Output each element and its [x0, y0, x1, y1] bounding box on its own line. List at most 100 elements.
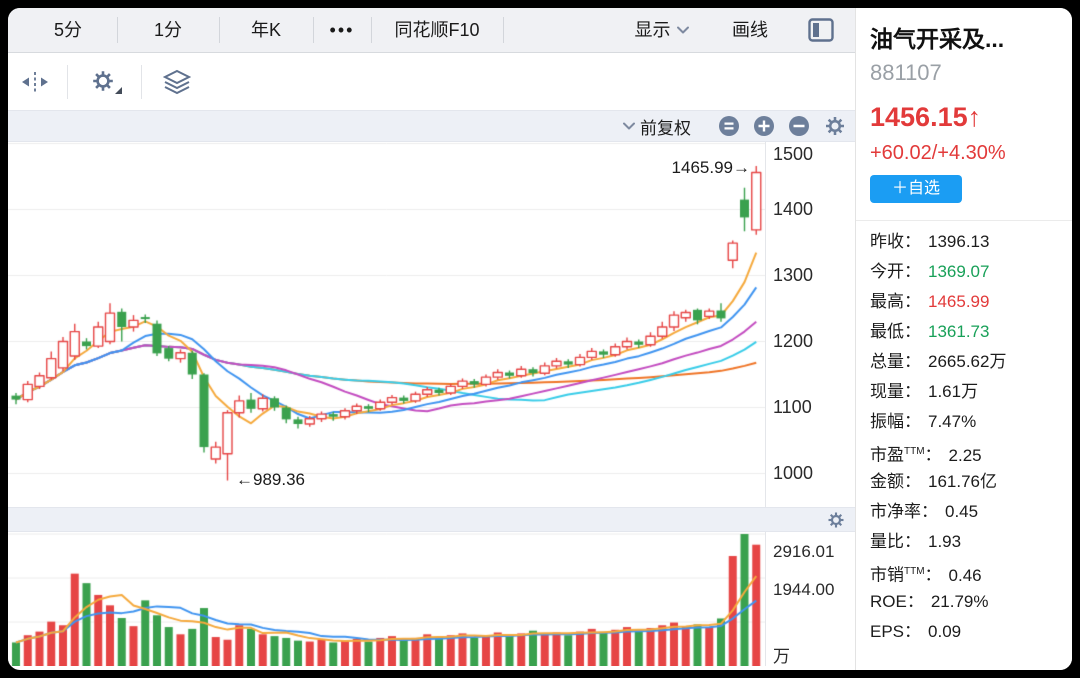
- volume-settings-button[interactable]: [826, 510, 846, 530]
- stat-row: 最低： 1361.73: [856, 317, 1072, 347]
- toolbar-divider: [219, 17, 220, 43]
- stat-colon: ：: [906, 592, 924, 611]
- chevron-down-icon: [676, 26, 689, 34]
- main-chart-settings-button[interactable]: [823, 114, 847, 138]
- more-periods-button[interactable]: •••: [329, 20, 355, 40]
- stat-row: 市盈TTM： 2.25: [856, 437, 1072, 467]
- y-axis-tick: 1200: [773, 330, 814, 351]
- panel-layout-icon: [808, 18, 834, 42]
- stat-row: 总量： 2665.62万: [856, 347, 1072, 377]
- y-axis-tick: 1300: [773, 264, 814, 285]
- display-menu-label: 显示: [634, 20, 671, 40]
- stat-row: 量比： 1.93: [856, 527, 1072, 557]
- stat-row: 最高： 1465.99: [856, 287, 1072, 317]
- y-axis-tick: 1400: [773, 198, 814, 219]
- stat-value: 1465.99: [928, 292, 990, 311]
- volume-axis: 2916.01 1944.00 万: [765, 532, 855, 666]
- tab-year-k[interactable]: 年K: [250, 20, 281, 40]
- stat-colon: ：: [904, 472, 921, 491]
- stat-colon: ：: [904, 382, 921, 401]
- annotation-low: ←989.36: [236, 470, 305, 489]
- stat-label: 昨收: [870, 232, 904, 251]
- top-toolbar: 5分 1分 年K ••• 同花顺F10 显示 画线: [8, 8, 855, 53]
- stat-value: 1.61万: [928, 382, 979, 401]
- stat-row: 今开： 1369.07: [856, 257, 1072, 287]
- stat-row: 昨收： 1396.13: [856, 227, 1072, 257]
- side-panel-toggle-button[interactable]: [808, 18, 834, 42]
- annotation-high: 1465.99→: [671, 158, 750, 177]
- price-change: +60.02/+4.30%: [870, 142, 1006, 164]
- display-menu-button[interactable]: 显示: [620, 8, 704, 52]
- draw-line-button[interactable]: 画线: [732, 20, 768, 40]
- last-price: 1456.15↑: [870, 102, 982, 132]
- stat-colon: ：: [904, 292, 921, 311]
- volume-unit-label: 万: [773, 647, 790, 666]
- volume-pane-header: [8, 507, 855, 532]
- stat-label: 总量: [870, 352, 904, 371]
- stat-label: 市销: [870, 565, 904, 585]
- app-window: 5分 1分 年K ••• 同花顺F10 显示 画线: [8, 8, 1072, 670]
- chart-settings-button[interactable]: [88, 67, 124, 97]
- tools-divider: [141, 65, 142, 99]
- add-favorite-button[interactable]: ＋自选: [870, 175, 962, 203]
- volume-chart[interactable]: [8, 532, 765, 666]
- stat-value: 1369.07: [928, 262, 990, 281]
- stat-value: 161.76亿: [928, 472, 997, 491]
- expand-horizontal-icon: [22, 72, 48, 92]
- stat-label: 最高: [870, 292, 904, 311]
- toolbar-divider: [371, 17, 372, 43]
- stat-colon: ：: [904, 412, 921, 431]
- tab-1min[interactable]: 1分: [153, 20, 182, 40]
- stat-value: 0.46: [948, 565, 982, 585]
- stat-value: 0.45: [945, 502, 979, 521]
- candlestick-chart[interactable]: 1465.99→ ←989.36: [8, 142, 765, 507]
- expand-horizontal-button[interactable]: [20, 67, 50, 97]
- stat-value: 2665.62万: [928, 352, 1007, 371]
- stat-colon: ：: [904, 232, 921, 251]
- stat-value: 21.79%: [930, 592, 989, 611]
- stat-label: ROE: [870, 592, 907, 611]
- stat-label-sup: TTM: [904, 446, 925, 457]
- candlestick-canvas[interactable]: [8, 142, 765, 507]
- gear-icon: [93, 71, 122, 94]
- y-axis-tick: 1000: [773, 462, 814, 483]
- stat-value: 2.25: [948, 445, 982, 465]
- stat-colon: ：: [904, 352, 921, 371]
- y-axis-tick: 1500: [773, 144, 814, 164]
- chart-area: 5分 1分 年K ••• 同花顺F10 显示 画线: [8, 8, 855, 670]
- reset-scale-button[interactable]: [718, 115, 740, 137]
- stock-name: 油气开采及...: [870, 26, 1005, 52]
- stat-label: 量比: [870, 532, 904, 551]
- stat-row: 现量： 1.61万: [856, 377, 1072, 407]
- chart-tools-row: [8, 53, 855, 110]
- toolbar-divider: [117, 17, 118, 43]
- toolbar-divider: [503, 17, 504, 43]
- tab-ths-f10[interactable]: 同花顺F10: [394, 20, 480, 40]
- stat-row: ROE： 21.79%: [856, 587, 1072, 617]
- stat-label: 今开: [870, 262, 904, 281]
- chevron-down-icon: [623, 122, 635, 130]
- stat-row: 市净率： 0.45: [856, 497, 1072, 527]
- stat-colon: ：: [924, 565, 942, 585]
- volume-canvas[interactable]: [8, 532, 765, 666]
- stat-label-sup: TTM: [904, 566, 925, 577]
- main-chart-header: 前复权: [8, 110, 855, 142]
- stat-label: 振幅: [870, 412, 904, 431]
- quote-panel: 油气开采及... 881107 1456.15↑ +60.02/+4.30% ＋…: [855, 8, 1072, 670]
- stat-value: 1396.13: [928, 232, 990, 251]
- stat-value: 0.09: [928, 622, 962, 641]
- zoom-in-button[interactable]: [753, 115, 775, 137]
- stat-colon: ：: [904, 262, 921, 281]
- tab-5min[interactable]: 5分: [53, 20, 82, 40]
- tools-divider: [67, 65, 68, 99]
- adjust-mode-dropdown[interactable]: 前复权: [622, 114, 691, 139]
- stat-colon: ：: [921, 502, 938, 521]
- stat-label: EPS: [870, 622, 905, 641]
- indicator-layers-button[interactable]: [162, 67, 192, 97]
- stat-colon: ：: [904, 622, 922, 641]
- zoom-out-button[interactable]: [788, 115, 810, 137]
- stat-row: 金额： 161.76亿: [856, 467, 1072, 497]
- stat-label: 市净率: [870, 502, 921, 521]
- stat-row: 振幅： 7.47%: [856, 407, 1072, 437]
- toolbar-divider: [313, 17, 314, 43]
